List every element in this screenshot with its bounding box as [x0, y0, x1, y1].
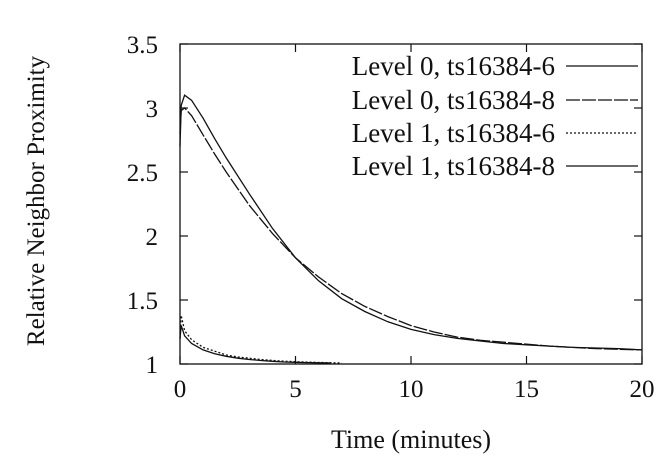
series-line-2: [179, 107, 643, 351]
y-tick-label: 2: [146, 224, 159, 251]
x-axis-label: Time (minutes): [331, 425, 491, 454]
x-tick-label: 15: [514, 376, 539, 403]
y-tick-label: 3: [146, 96, 159, 123]
y-tick-label: 1.5: [127, 288, 158, 315]
y-tick-label: 2.5: [127, 160, 158, 187]
x-tick-label: 10: [399, 376, 424, 403]
legend-label-2: Level 0, ts16384-8: [352, 85, 555, 115]
legend-label-1: Level 0, ts16384-6: [352, 51, 555, 81]
y-axis-label: Relative Neighbor Proximity: [23, 55, 50, 346]
series-line-4: [179, 325, 331, 364]
legend-label-4: Level 1, ts16384-8: [352, 151, 555, 181]
y-tick-label: 3.5: [127, 32, 158, 59]
series-line-3: [179, 315, 342, 364]
series-lines: [179, 94, 643, 364]
x-tick-label: 0: [174, 376, 187, 403]
x-tick-label: 5: [289, 376, 302, 403]
y-tick-label: 1: [146, 352, 159, 379]
x-tick-label: 20: [630, 376, 655, 403]
ticks: 0 5 10 15 20 1 1.5 2 2.5 3 3.5: [127, 32, 655, 403]
legend-label-3: Level 1, ts16384-6: [352, 118, 555, 148]
